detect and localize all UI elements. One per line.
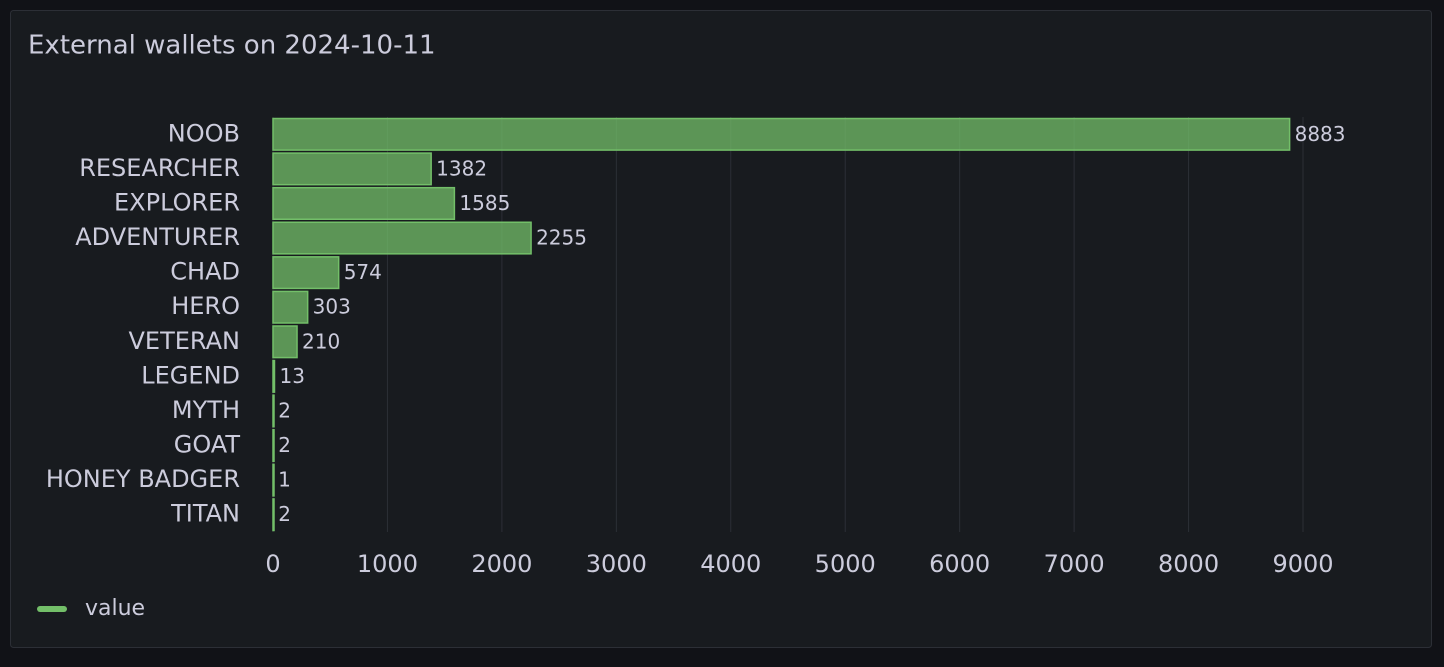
y-tick-label: VETERAN (129, 327, 240, 355)
value-label: 8883 (1295, 122, 1346, 146)
bar (272, 463, 275, 497)
y-tick-label: EXPLORER (114, 188, 240, 216)
value-label: 1 (278, 468, 291, 492)
x-tick-label: 5000 (815, 550, 876, 578)
y-tick-label: ADVENTURER (75, 223, 240, 251)
value-label: 13 (279, 364, 304, 388)
bar (272, 117, 1291, 151)
x-tick-label: 2000 (471, 550, 532, 578)
value-label: 2 (278, 398, 291, 422)
bar (272, 325, 298, 359)
y-tick-label: TITAN (170, 500, 240, 528)
value-label: 2255 (536, 226, 587, 250)
x-tick-label: 7000 (1044, 550, 1105, 578)
y-tick-label: GOAT (174, 431, 241, 459)
x-tick-label: 9000 (1272, 550, 1333, 578)
chart-title: External wallets on 2024-10-11 (28, 31, 436, 61)
x-tick-label: 4000 (700, 550, 761, 578)
x-tick-label: 0 (265, 550, 280, 578)
bar (272, 429, 275, 463)
y-tick-label: RESEARCHER (79, 154, 240, 182)
y-tick-label: MYTH (172, 396, 240, 424)
bar (272, 186, 456, 221)
y-tick-label: NOOB (168, 119, 240, 147)
x-tick-label: 1000 (357, 550, 418, 578)
legend-label: value (85, 596, 145, 621)
bar (272, 359, 276, 393)
y-tick-label: CHAD (170, 258, 240, 286)
bar (272, 221, 532, 255)
x-tick-label: 6000 (929, 550, 990, 578)
x-tick-label: 3000 (586, 550, 647, 578)
value-label: 1382 (436, 156, 487, 180)
value-label: 210 (302, 329, 340, 353)
value-label: 2 (278, 502, 291, 526)
y-tick-label: HERO (171, 292, 240, 320)
value-label: 574 (344, 260, 382, 284)
bar (272, 498, 275, 532)
value-label: 1585 (459, 191, 510, 215)
y-tick-label: LEGEND (141, 361, 240, 389)
bar (272, 290, 309, 324)
bar (272, 394, 275, 428)
bar (272, 152, 432, 186)
value-label: 303 (313, 295, 351, 319)
value-label: 2 (278, 433, 291, 457)
bar (272, 256, 340, 290)
y-tick-label: HONEY BADGER (46, 465, 240, 493)
x-tick-label: 8000 (1158, 550, 1219, 578)
